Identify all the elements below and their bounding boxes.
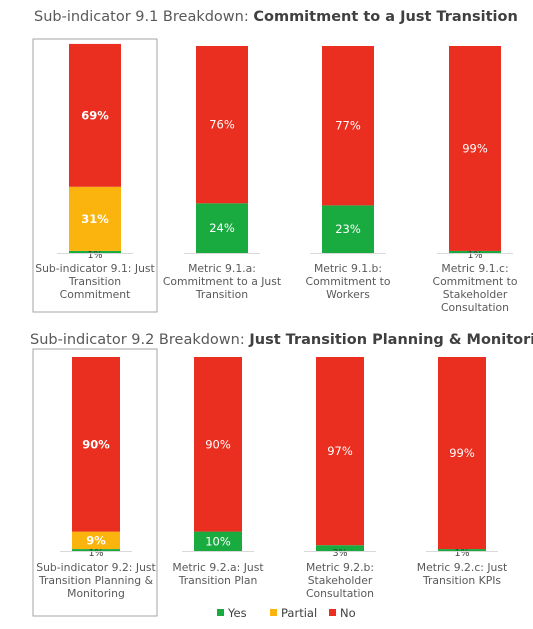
bar-no-1 bbox=[69, 43, 121, 187]
category-label-line: Transition Plan bbox=[178, 574, 258, 587]
category-label-line: Sub-indicator 9.2: Just bbox=[36, 561, 156, 574]
bar-no-2 bbox=[196, 46, 248, 204]
data-label-yes-3: 23% bbox=[335, 222, 361, 236]
category-label-line: Sub-indicator 9.1: Just bbox=[35, 262, 155, 275]
bar-no-3 bbox=[316, 357, 364, 546]
data-label-no-1: 90% bbox=[82, 437, 110, 451]
bar-yes-4 bbox=[449, 250, 501, 253]
bar-yes-2 bbox=[194, 531, 242, 551]
bar-no-2 bbox=[194, 357, 242, 532]
bar-yes-1 bbox=[69, 250, 121, 253]
category-label-line: Metric 9.1.c: bbox=[441, 262, 508, 275]
bar-partial-1 bbox=[69, 186, 121, 251]
category-label-line: Transition Planning & bbox=[38, 574, 154, 587]
category-label-line: Metric 9.2.c: Just bbox=[417, 561, 508, 574]
bar-partial-1 bbox=[72, 531, 120, 550]
category-label-1: Sub-indicator 9.2: Just Transition Planni… bbox=[36, 561, 156, 600]
chart-title: Sub-indicator 9.1 Breakdown: Commitment … bbox=[34, 9, 518, 25]
category-label-line: Metric 9.1.a: bbox=[188, 262, 256, 275]
category-label-line: Transition KPIs bbox=[422, 574, 501, 587]
category-label-4: Metric 9.2.c: Just Transition KPIs bbox=[417, 561, 508, 587]
category-label-3: Metric 9.1.b: Commitment to Workers bbox=[306, 262, 391, 301]
highlight-box bbox=[32, 38, 158, 313]
legend-label-partial: Partial bbox=[281, 606, 317, 620]
category-label-2: Metric 9.1.a: Commitment to a Just Transit… bbox=[163, 262, 281, 301]
bar-yes-2 bbox=[196, 203, 248, 253]
chart-title-prefix: Sub-indicator 9.2 Breakdown: bbox=[30, 332, 249, 348]
data-label-no-3: 97% bbox=[327, 444, 353, 458]
legend: Yes Partial No bbox=[217, 606, 356, 620]
category-label-line: Transition bbox=[68, 275, 121, 288]
bar-no-4 bbox=[449, 46, 501, 251]
category-label-4: Metric 9.1.c: Commitment to Stakeholder Con… bbox=[433, 262, 518, 314]
data-label-yes-2: 24% bbox=[209, 221, 235, 235]
data-label-partial-1: 9% bbox=[86, 533, 106, 547]
chart-title-bold: Just Transition Planning & Monitoring bbox=[248, 332, 533, 348]
data-label-no-4: 99% bbox=[449, 446, 475, 460]
data-label-no-2: 76% bbox=[209, 118, 235, 132]
chart-title-bold: Commitment to a Just Transition bbox=[253, 9, 517, 25]
category-label-line: Metric 9.2.a: Just bbox=[172, 561, 263, 574]
data-label-no-1: 69% bbox=[81, 108, 109, 122]
category-label-line: Consultation bbox=[441, 301, 509, 314]
chart-title-prefix: Sub-indicator 9.1 Breakdown: bbox=[34, 9, 253, 25]
category-label-line: Transition bbox=[195, 288, 248, 301]
bar-yes-3 bbox=[316, 545, 364, 551]
bar-yes-1 bbox=[72, 549, 120, 551]
category-label-1: Sub-indicator 9.1: Just Transition Commitm… bbox=[35, 262, 155, 301]
highlight-box bbox=[32, 348, 158, 617]
legend-swatch-yes bbox=[217, 609, 224, 616]
data-label-yes-1: 1% bbox=[87, 250, 102, 261]
data-label-yes-1: 1% bbox=[88, 548, 103, 559]
category-label-line: Metric 9.2.b: bbox=[306, 561, 374, 574]
chart-title: Sub-indicator 9.2 Breakdown: Just Transi… bbox=[30, 332, 533, 348]
chart-panel-2: Sub-indicator 9.2 Breakdown: Just Transi… bbox=[30, 332, 533, 617]
legend-swatch-partial bbox=[270, 609, 277, 616]
bar-yes-4 bbox=[438, 549, 486, 551]
category-label-2: Metric 9.2.a: Just Transition Plan bbox=[172, 561, 263, 587]
data-label-no-3: 77% bbox=[335, 119, 361, 133]
data-label-partial-1: 31% bbox=[81, 212, 109, 226]
legend-label-yes: Yes bbox=[227, 606, 247, 620]
chart-panel-1: Sub-indicator 9.1 Breakdown: Commitment … bbox=[32, 9, 518, 314]
category-label-line: Monitoring bbox=[67, 587, 125, 600]
bar-no-1 bbox=[72, 357, 120, 532]
bar-yes-3 bbox=[322, 205, 374, 253]
category-label-3: Metric 9.2.b: Stakeholder Consultation bbox=[306, 561, 374, 600]
data-label-yes-3: 3% bbox=[332, 548, 347, 559]
category-label-line: Workers bbox=[326, 288, 370, 301]
data-label-yes-4: 1% bbox=[454, 548, 469, 559]
category-label-line: Commitment to a Just bbox=[163, 275, 281, 288]
data-label-yes-2: 10% bbox=[205, 534, 231, 548]
legend-swatch-no bbox=[329, 609, 336, 616]
category-label-line: Commitment bbox=[60, 288, 131, 301]
bar-no-3 bbox=[322, 46, 374, 206]
legend-label-no: No bbox=[340, 606, 356, 620]
category-label-line: Consultation bbox=[306, 587, 374, 600]
bar-no-4 bbox=[438, 357, 486, 550]
category-label-line: Stakeholder bbox=[308, 574, 373, 587]
category-label-line: Metric 9.1.b: bbox=[314, 262, 382, 275]
category-label-line: Commitment to bbox=[306, 275, 391, 288]
data-label-yes-4: 1% bbox=[467, 250, 482, 261]
data-label-no-2: 90% bbox=[205, 437, 231, 451]
data-label-no-4: 99% bbox=[462, 141, 488, 155]
category-label-line: Commitment to bbox=[433, 275, 518, 288]
category-label-line: Stakeholder bbox=[443, 288, 508, 301]
